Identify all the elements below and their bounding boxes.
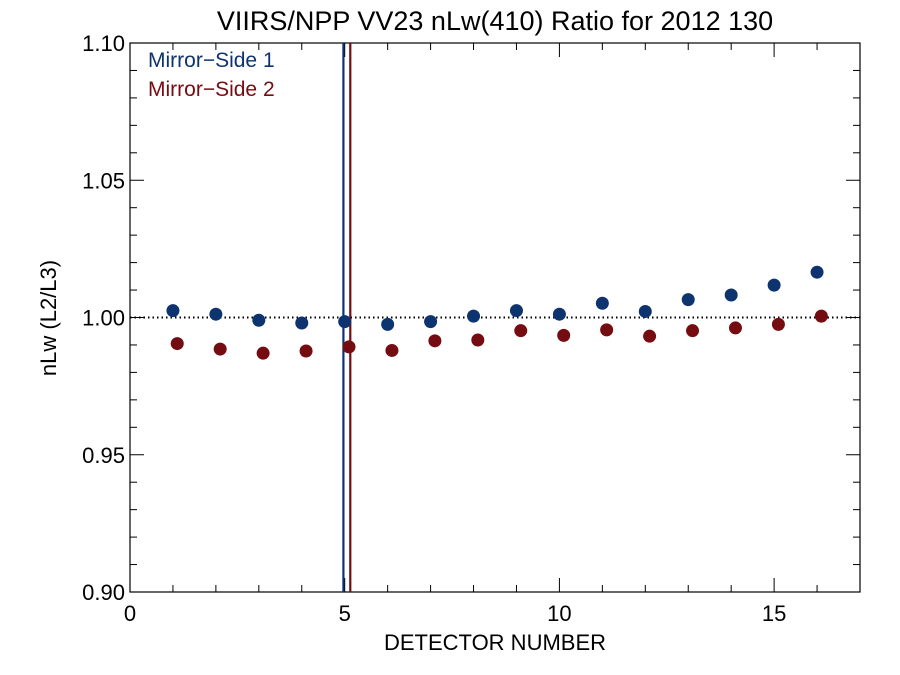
data-point-series-1 — [681, 293, 695, 307]
data-point-series-2 — [514, 324, 528, 338]
data-point-series-2 — [814, 309, 828, 323]
data-point-series-1 — [638, 304, 652, 318]
data-point-series-1 — [209, 307, 223, 321]
axis-ticks — [129, 42, 861, 593]
x-tick-label: 0 — [124, 601, 136, 626]
data-point-series-1 — [767, 278, 781, 292]
data-point-series-1 — [295, 316, 309, 330]
x-axis-label: DETECTOR NUMBER — [384, 630, 606, 655]
data-point-series-2 — [170, 337, 184, 351]
data-point-series-2 — [342, 340, 356, 354]
data-point-series-1 — [424, 315, 438, 329]
x-tick-label: 15 — [762, 601, 786, 626]
y-tick-label: 1.05 — [82, 168, 125, 193]
data-point-series-2 — [686, 324, 700, 338]
y-tick-label: 1.10 — [82, 31, 125, 56]
data-points — [166, 265, 828, 360]
y-axis-label: nLw (L2/L3) — [36, 260, 61, 376]
data-point-series-1 — [381, 317, 395, 331]
data-point-series-2 — [213, 342, 227, 356]
legend-mirror-side-1: Mirror−Side 1 — [148, 49, 275, 72]
y-tick-label: 1.00 — [82, 306, 125, 331]
data-point-series-1 — [252, 313, 266, 327]
data-point-series-2 — [299, 344, 313, 358]
data-point-series-2 — [471, 333, 485, 347]
data-point-series-2 — [428, 334, 442, 348]
axis-tick-labels: 0 5 10 15 0.90 0.95 1.00 1.05 1.10 — [82, 31, 786, 626]
chart-title: VIIRS/NPP VV23 nLw(410) Ratio for 2012 1… — [217, 6, 773, 36]
data-point-series-1 — [338, 315, 352, 329]
y-tick-label: 0.95 — [82, 443, 125, 468]
data-point-series-1 — [166, 304, 180, 318]
data-point-series-1 — [509, 304, 523, 318]
data-point-series-2 — [385, 343, 399, 357]
y-tick-label: 0.90 — [82, 580, 125, 605]
legend: Mirror−Side 1 Mirror−Side 2 — [148, 49, 275, 101]
data-point-series-2 — [728, 321, 742, 335]
data-point-series-2 — [643, 329, 657, 343]
data-point-series-1 — [724, 288, 738, 302]
legend-mirror-side-2: Mirror−Side 2 — [148, 78, 275, 101]
x-tick-label: 10 — [547, 601, 571, 626]
x-tick-label: 5 — [339, 601, 351, 626]
data-point-series-2 — [771, 317, 785, 331]
data-point-series-1 — [595, 296, 609, 310]
data-point-series-2 — [600, 323, 614, 337]
data-point-series-2 — [256, 346, 270, 360]
data-point-series-1 — [552, 307, 566, 321]
data-point-series-2 — [557, 328, 571, 342]
data-point-series-1 — [810, 265, 824, 279]
data-point-series-1 — [467, 309, 481, 323]
